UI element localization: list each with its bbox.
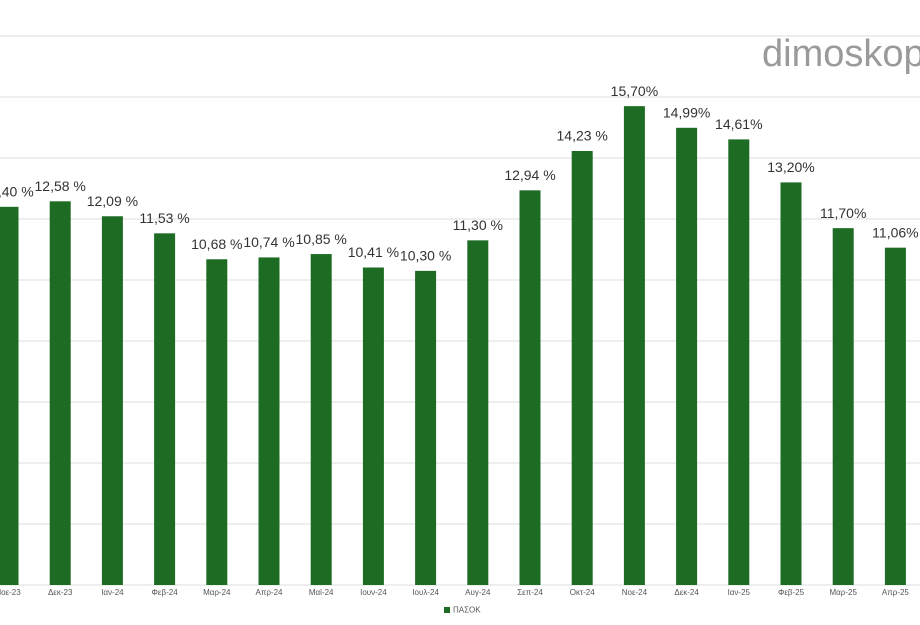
x-tick-label: Μαρ-24: [203, 588, 231, 597]
value-label: 11,53 %: [139, 210, 189, 226]
value-label: 12,58 %: [35, 178, 86, 194]
value-label: 10,41 %: [348, 244, 399, 260]
value-label: 14,61%: [715, 116, 762, 132]
bar: [0, 206, 19, 586]
bar: [832, 228, 854, 585]
value-label: 11,06%: [872, 224, 918, 240]
x-tick-label: Μαϊ-24: [309, 588, 334, 597]
x-tick-label: Ιαν-24: [101, 588, 124, 597]
x-tick-label: Νοε-23: [0, 588, 21, 597]
value-label: 13,20%: [767, 159, 814, 175]
x-tick-label: Απρ-25: [882, 588, 910, 597]
x-tick-label: Οκτ-24: [570, 588, 595, 597]
x-tick-label: Σεπ-24: [517, 588, 543, 597]
bar: [780, 182, 802, 585]
value-label: 10,30 %: [400, 248, 451, 264]
bar: [728, 139, 750, 585]
bar: [676, 127, 698, 586]
x-tick-label: Ιαν-25: [728, 588, 751, 597]
value-label: 15,70%: [611, 83, 658, 99]
value-label: 11,30 %: [453, 217, 503, 233]
value-label: 14,99%: [663, 105, 710, 121]
bar: [362, 267, 384, 585]
x-tick-label: Φεβ-25: [778, 588, 805, 597]
bar: [519, 190, 541, 585]
bar: [467, 240, 489, 585]
bar: [415, 270, 437, 585]
value-label: 11,70%: [820, 205, 866, 221]
x-tick-label: Ιουν-24: [360, 588, 387, 597]
legend-label: ΠΑΣΟΚ: [453, 606, 481, 615]
legend-swatch: [444, 607, 450, 613]
value-label: 14,23 %: [557, 128, 608, 144]
x-tick-label: Δεκ-23: [48, 588, 73, 597]
value-label: 12,09 %: [87, 193, 138, 209]
bar: [310, 254, 332, 585]
x-tick-label: Απρ-24: [256, 588, 284, 597]
value-label: 10,74 %: [243, 234, 294, 250]
value-label: 10,68 %: [191, 236, 242, 252]
x-tick-label: Μαρ-25: [829, 588, 857, 597]
bar: [154, 233, 176, 585]
x-tick-label: Φεβ-24: [152, 588, 179, 597]
bar: [49, 201, 71, 585]
bar: [571, 150, 593, 586]
bar: [206, 259, 228, 585]
bar: [258, 257, 280, 585]
x-tick-label: Ιουλ-24: [412, 588, 439, 597]
value-label: 12,40 %: [0, 184, 34, 200]
value-label: 10,85 %: [296, 231, 347, 247]
value-label: 12,94 %: [504, 167, 555, 183]
x-tick-label: Νοε-24: [622, 588, 648, 597]
bar: [623, 106, 645, 586]
bar: [101, 216, 123, 585]
x-tick-label: Δεκ-24: [674, 588, 699, 597]
watermark: dimoskop: [762, 33, 920, 75]
bar: [884, 247, 906, 586]
x-tick-label: Αυγ-24: [465, 588, 491, 597]
